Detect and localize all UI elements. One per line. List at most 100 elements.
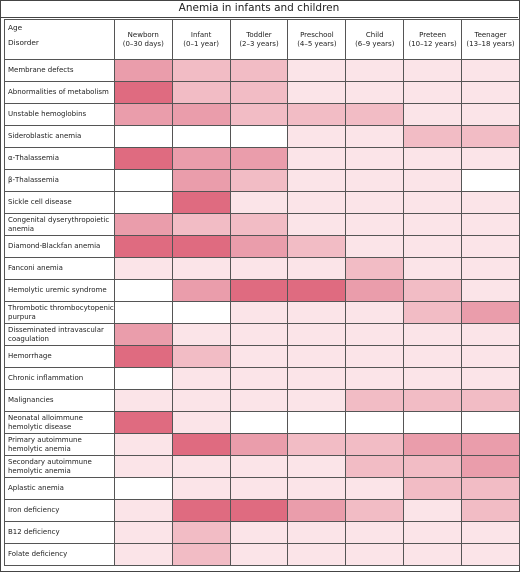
table-row: Fanconi anemia bbox=[4, 257, 520, 280]
heat-cell bbox=[345, 477, 405, 500]
heat-cell bbox=[403, 411, 463, 434]
heat-cell bbox=[287, 477, 347, 500]
column-header: Child (6–9 years) bbox=[345, 19, 405, 60]
heat-cell bbox=[345, 59, 405, 82]
heat-cell bbox=[345, 367, 405, 390]
column-header: Newborn (0–30 days) bbox=[113, 19, 173, 60]
heat-cell bbox=[461, 235, 520, 258]
heat-cell bbox=[113, 433, 173, 456]
heat-cell bbox=[287, 455, 347, 478]
age-axis-label: Age bbox=[8, 23, 23, 32]
heat-cell bbox=[345, 235, 405, 258]
heat-cell bbox=[229, 323, 289, 346]
heat-cell bbox=[461, 125, 520, 148]
heat-cell bbox=[287, 257, 347, 280]
heat-cell bbox=[345, 213, 405, 236]
heat-cell bbox=[171, 279, 231, 302]
heat-cell bbox=[171, 389, 231, 412]
heat-cell bbox=[345, 323, 405, 346]
heat-cell bbox=[113, 59, 173, 82]
heat-cell bbox=[229, 169, 289, 192]
table-row: Folate deficiency bbox=[4, 543, 520, 566]
table-row: Disseminated intravascular coagulation bbox=[4, 323, 520, 346]
heat-cell bbox=[345, 521, 405, 544]
heat-cell bbox=[171, 477, 231, 500]
heat-cell bbox=[461, 81, 520, 104]
column-range: (2–3 years) bbox=[239, 39, 279, 48]
heat-cell bbox=[403, 389, 463, 412]
heat-cell bbox=[287, 345, 347, 368]
heat-cell bbox=[461, 147, 520, 170]
row-label: Chronic inflammation bbox=[4, 367, 115, 390]
heat-cell bbox=[229, 543, 289, 566]
heat-cell bbox=[113, 477, 173, 500]
row-label: Disseminated intravascular coagulation bbox=[4, 323, 115, 346]
column-range: (4–5 years) bbox=[297, 39, 337, 48]
column-name: Preschool bbox=[300, 30, 334, 39]
heat-cell bbox=[171, 433, 231, 456]
chart-title: Anemia in infants and children bbox=[0, 0, 518, 18]
row-label: Abnormalities of metabolism bbox=[4, 81, 115, 104]
heat-cell bbox=[345, 257, 405, 280]
heat-cell bbox=[345, 411, 405, 434]
heat-cell bbox=[345, 125, 405, 148]
heat-cell bbox=[461, 499, 520, 522]
heat-cell bbox=[113, 345, 173, 368]
heat-cell bbox=[461, 389, 520, 412]
column-header: Teenager (13–18 years) bbox=[461, 19, 520, 60]
table-row: Neonatal alloimmune hemolytic disease bbox=[4, 411, 520, 434]
heat-cell bbox=[229, 477, 289, 500]
row-label: Unstable hemoglobins bbox=[4, 103, 115, 126]
heat-cell bbox=[345, 433, 405, 456]
row-label: Malignancies bbox=[4, 389, 115, 412]
heat-cell bbox=[171, 543, 231, 566]
table-row: Hemolytic uremic syndrome bbox=[4, 279, 520, 302]
heat-cell bbox=[403, 169, 463, 192]
table-row: B12 deficiency bbox=[4, 521, 520, 544]
heat-cell bbox=[171, 147, 231, 170]
row-label: β-Thalassemia bbox=[4, 169, 115, 192]
heat-cell bbox=[461, 103, 520, 126]
heat-cell bbox=[403, 81, 463, 104]
heat-cell bbox=[287, 433, 347, 456]
heat-cell bbox=[403, 455, 463, 478]
heatmap-body: Membrane defects Abnormalities of metabol… bbox=[4, 59, 520, 566]
heat-cell bbox=[171, 103, 231, 126]
heat-cell bbox=[461, 257, 520, 280]
heat-cell bbox=[287, 301, 347, 324]
row-label: Secondary autoimmune hemolytic anemia bbox=[4, 455, 115, 478]
heat-cell bbox=[403, 345, 463, 368]
row-label: Iron deficiency bbox=[4, 499, 115, 522]
heat-cell bbox=[229, 455, 289, 478]
heat-cell bbox=[171, 411, 231, 434]
table-row: Hemorrhage bbox=[4, 345, 520, 368]
heat-cell bbox=[345, 147, 405, 170]
heat-cell bbox=[113, 323, 173, 346]
heat-cell bbox=[287, 521, 347, 544]
heat-cell bbox=[171, 125, 231, 148]
heat-cell bbox=[171, 455, 231, 478]
table-row: Membrane defects bbox=[4, 59, 520, 82]
heat-cell bbox=[229, 125, 289, 148]
heat-cell bbox=[461, 301, 520, 324]
heat-cell bbox=[287, 543, 347, 566]
heat-cell bbox=[229, 301, 289, 324]
table-row: Chronic inflammation bbox=[4, 367, 520, 390]
heat-cell bbox=[113, 125, 173, 148]
heat-cell bbox=[461, 477, 520, 500]
heat-cell bbox=[403, 213, 463, 236]
heat-cell bbox=[171, 323, 231, 346]
heat-cell bbox=[113, 191, 173, 214]
heat-cell bbox=[287, 103, 347, 126]
heat-cell bbox=[287, 169, 347, 192]
heat-cell bbox=[229, 521, 289, 544]
heat-cell bbox=[403, 59, 463, 82]
column-name: Teenager bbox=[474, 30, 507, 39]
column-name: Newborn bbox=[127, 30, 159, 39]
heat-cell bbox=[287, 125, 347, 148]
column-name: Child bbox=[365, 30, 384, 39]
heat-cell bbox=[287, 147, 347, 170]
table-row: Secondary autoimmune hemolytic anemia bbox=[4, 455, 520, 478]
heat-cell bbox=[403, 477, 463, 500]
heat-cell bbox=[229, 235, 289, 258]
